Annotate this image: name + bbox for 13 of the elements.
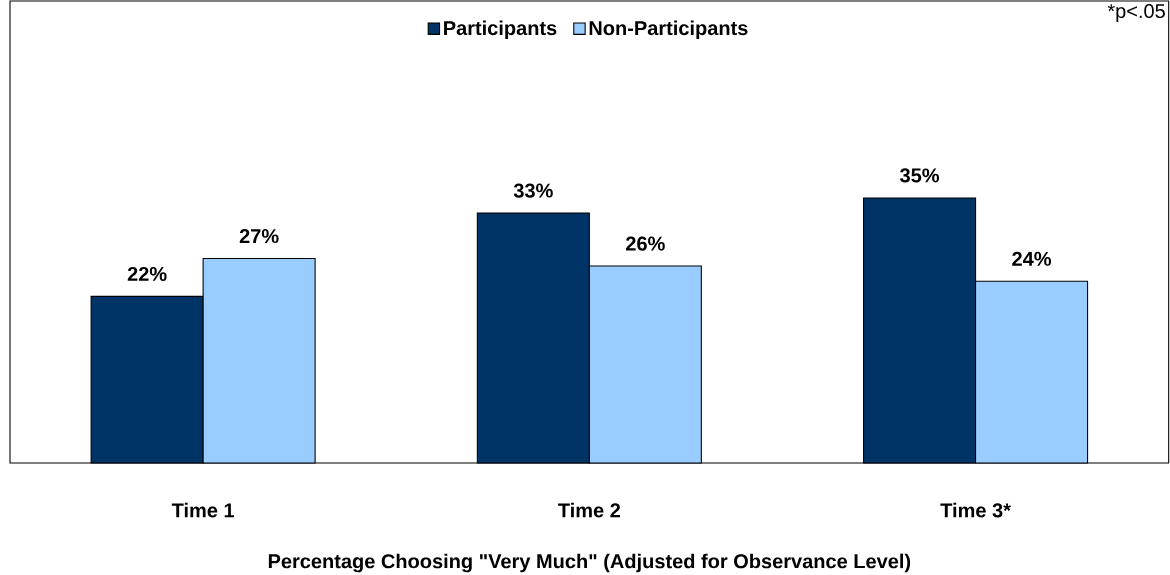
data-label: 35%	[900, 168, 940, 183]
x-tick-label: Time 1	[171, 502, 235, 518]
x-axis-title: Percentage Choosing "Very Much" (Adjusted for Observance Level)	[268, 553, 911, 573]
annotation: *p<.05	[1107, 3, 1165, 23]
data-label: 24%	[1012, 251, 1052, 266]
x-tick-label: Time 3*	[940, 502, 1011, 518]
data-label: 27%	[239, 229, 279, 244]
x-tick-label: Time 2	[558, 502, 621, 518]
legend-label: Participants	[444, 20, 557, 40]
data-label: 26%	[626, 236, 665, 251]
data-label: 22%	[127, 266, 167, 281]
legend-label: Non-Participants	[589, 20, 748, 40]
data-label: 33%	[513, 183, 553, 198]
